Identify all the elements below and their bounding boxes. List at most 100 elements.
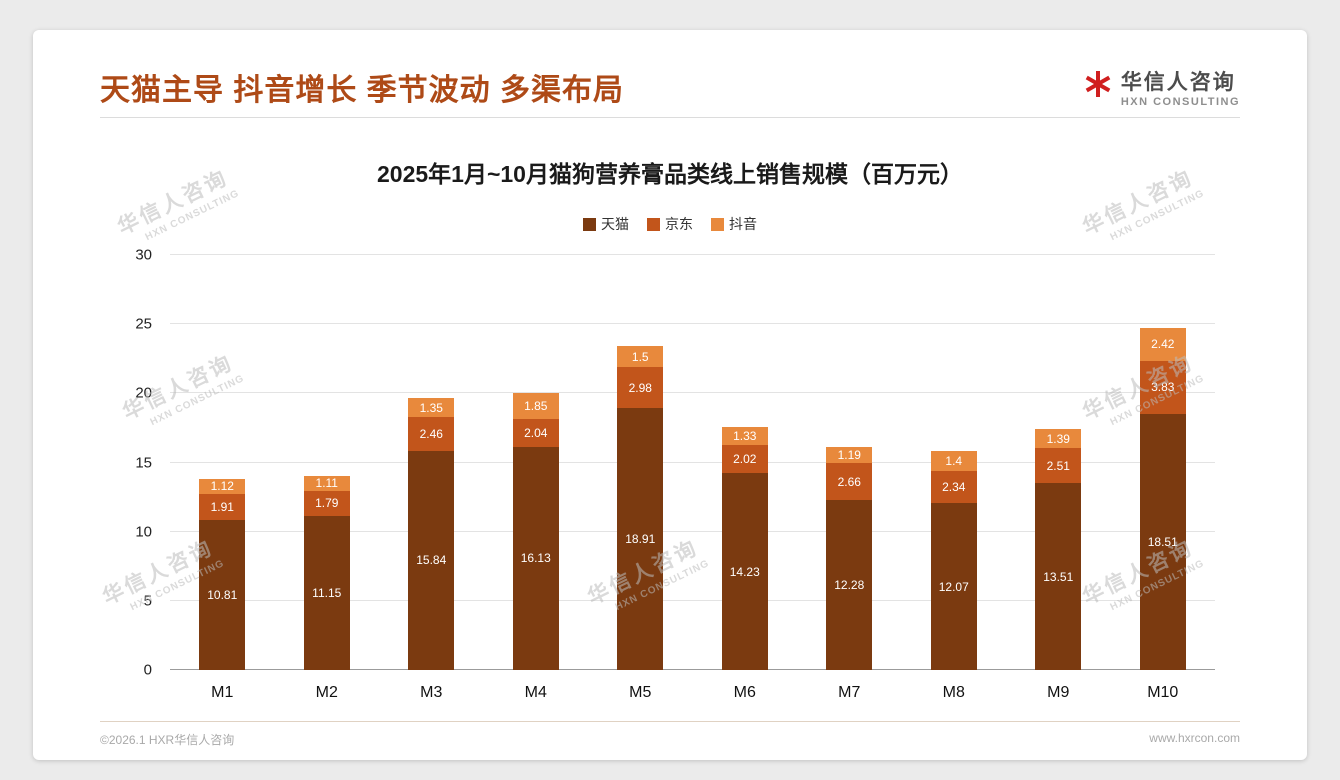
x-axis-tick-M4: M4: [524, 684, 547, 701]
bar-segment-抖音-M8: 1.4: [930, 451, 977, 471]
bar-segment-天猫-M7: 12.28: [826, 500, 873, 670]
bar-segment-天猫-M2: 11.15: [303, 515, 350, 670]
x-axis-tick-M1: M1: [211, 684, 234, 701]
y-axis-tick: 30: [135, 246, 152, 264]
bar-value-label: 1.79: [315, 496, 339, 511]
page-title: 天猫主导 抖音增长 季节波动 多渠布局: [100, 73, 625, 107]
legend-swatch: [711, 217, 724, 231]
stacked-bar-M2: 11.15 1.79 1.11: [303, 255, 350, 670]
bar-segment-抖音-M3: 1.35: [408, 398, 455, 417]
bar-segment-京东-M4: 2.04: [512, 418, 559, 447]
bar-slot-M9: 13.51 2.51 1.39 M9: [1006, 255, 1111, 701]
bar-value-label: 2.42: [1151, 337, 1175, 352]
bar-segment-抖音-M2: 1.11: [303, 475, 350, 492]
bar-value-label: 2.04: [524, 425, 548, 440]
bar-value-label: 11.15: [312, 585, 342, 600]
legend-label: 天猫: [601, 216, 629, 232]
bar-segment-抖音-M6: 1.33: [721, 426, 768, 446]
bar-segment-京东-M5: 2.98: [617, 367, 664, 409]
brand-name-cn: 华信人咨询: [1120, 70, 1236, 94]
gridline: [170, 323, 1215, 325]
x-axis-tick-M6: M6: [733, 684, 756, 701]
gridline: [170, 461, 1215, 463]
bar-segment-天猫-M10: 18.51: [1139, 413, 1186, 670]
y-axis-tick: 0: [143, 661, 152, 679]
bar-value-label: 2.51: [1046, 458, 1070, 473]
bar-value-label: 1.33: [733, 429, 757, 444]
chart-plot-area: 0 5 10 15 20 25 30 10.81 1.91 1.12 M1 11.15 1.79 1.11…: [135, 247, 1215, 701]
legend-item-抖音: 抖音: [711, 214, 757, 234]
bar-segment-抖音-M5: 1.5: [617, 346, 664, 368]
bar-segment-京东-M6: 2.02: [721, 445, 768, 474]
legend-label: 京东: [665, 216, 693, 232]
bar-value-label: 1.91: [210, 500, 234, 515]
bar-segment-抖音-M4: 1.85: [512, 393, 559, 419]
bar-value-label: 12.07: [938, 579, 969, 594]
stacked-bar-M5: 18.91 2.98 1.5: [617, 255, 664, 670]
bar-value-label: 3.83: [1151, 380, 1175, 395]
brand-logo-icon: [1083, 69, 1113, 104]
bar-slot-M8: 12.07 2.34 1.4 M8: [902, 255, 1007, 701]
bar-slot-M1: 10.81 1.91 1.12 M1: [170, 255, 275, 701]
bar-value-label: 1.19: [837, 448, 861, 463]
stacked-bar-M6: 14.23 2.02 1.33: [721, 255, 768, 670]
bar-segment-京东-M1: 1.91: [199, 494, 246, 521]
stacked-bar-M9: 13.51 2.51 1.39: [1035, 255, 1082, 670]
y-axis-tick: 15: [135, 454, 152, 471]
bar-value-label: 2.46: [419, 426, 443, 441]
stacked-bar-M3: 15.84 2.46 1.35: [408, 255, 455, 670]
bar-value-label: 15.84: [416, 553, 447, 568]
bar-segment-京东-M2: 1.79: [303, 491, 350, 516]
x-axis-tick-M2: M2: [315, 684, 338, 701]
chart-title: 2025年1月~10月猫狗营养膏品类线上销售规模（百万元）: [377, 161, 963, 187]
x-axis-tick-M8: M8: [942, 684, 965, 701]
footer-url: www.hxrcon.com: [1149, 731, 1240, 745]
bar-segment-天猫-M6: 14.23: [721, 473, 768, 670]
bar-slot-M7: 12.28 2.66 1.19 M7: [797, 255, 902, 701]
bar-segment-天猫-M3: 15.84: [408, 450, 455, 670]
bar-value-label: 1.5: [631, 349, 649, 364]
bar-slot-M6: 14.23 2.02 1.33 M6: [693, 255, 798, 701]
bar-segment-天猫-M4: 16.13: [512, 446, 559, 670]
bar-segment-抖音-M9: 1.39: [1035, 429, 1082, 449]
stacked-bar-M7: 12.28 2.66 1.19: [826, 255, 873, 670]
bar-segment-抖音-M10: 2.42: [1139, 327, 1186, 361]
bar-value-label: 1.4: [945, 454, 963, 468]
bar-value-label: 1.39: [1046, 431, 1070, 446]
x-axis-tick-M9: M9: [1047, 684, 1070, 701]
legend-item-京东: 京东: [647, 214, 693, 234]
bar-slot-M3: 15.84 2.46 1.35 M3: [379, 255, 484, 701]
brand-logo: 华信人咨询 HXN CONSULTING: [1083, 66, 1240, 108]
bar-segment-京东-M3: 2.46: [408, 416, 455, 451]
bar-value-label: 18.91: [625, 532, 656, 547]
y-axis-tick: 20: [135, 384, 152, 402]
bar-value-label: 1.85: [524, 398, 548, 413]
bar-value-label: 14.23: [729, 564, 760, 579]
bar-segment-京东-M10: 3.83: [1139, 360, 1186, 414]
gridline: [170, 254, 1215, 255]
report-card: 天猫主导 抖音增长 季节波动 多渠布局 华信人咨询 HXN CONSULTING…: [33, 30, 1307, 760]
bar-value-label: 18.51: [1147, 534, 1178, 549]
y-axis-tick: 10: [135, 523, 152, 541]
bar-segment-天猫-M8: 12.07: [930, 503, 977, 670]
legend-swatch: [647, 217, 660, 231]
gridline: [170, 599, 1215, 601]
bar-segment-京东-M9: 2.51: [1035, 448, 1082, 484]
x-axis-tick-M7: M7: [838, 684, 861, 701]
bar-value-label: 1.11: [315, 476, 338, 491]
chart-legend: 天猫 京东 抖音: [33, 214, 1307, 236]
bars-container: 10.81 1.91 1.12 M1 11.15 1.79 1.11 M2 15.84 2.46 1…: [170, 255, 1215, 701]
gridline: [170, 530, 1215, 532]
bar-value-label: 1.12: [210, 479, 234, 494]
bar-value-label: 1.35: [419, 400, 443, 415]
bar-value-label: 2.98: [628, 380, 652, 395]
legend-item-天猫: 天猫: [583, 214, 629, 234]
x-axis-line: [170, 669, 1215, 670]
bar-value-label: 16.13: [520, 551, 551, 566]
bar-value-label: 13.51: [1043, 569, 1074, 584]
gridline: [170, 392, 1215, 394]
y-axis-tick: 25: [135, 315, 152, 333]
footer-copyright: ©2026.1 HXR华信人咨询: [100, 733, 235, 747]
stacked-bar-M4: 16.13 2.04 1.85: [512, 255, 559, 670]
stacked-bar-M1: 10.81 1.91 1.12: [199, 255, 246, 670]
